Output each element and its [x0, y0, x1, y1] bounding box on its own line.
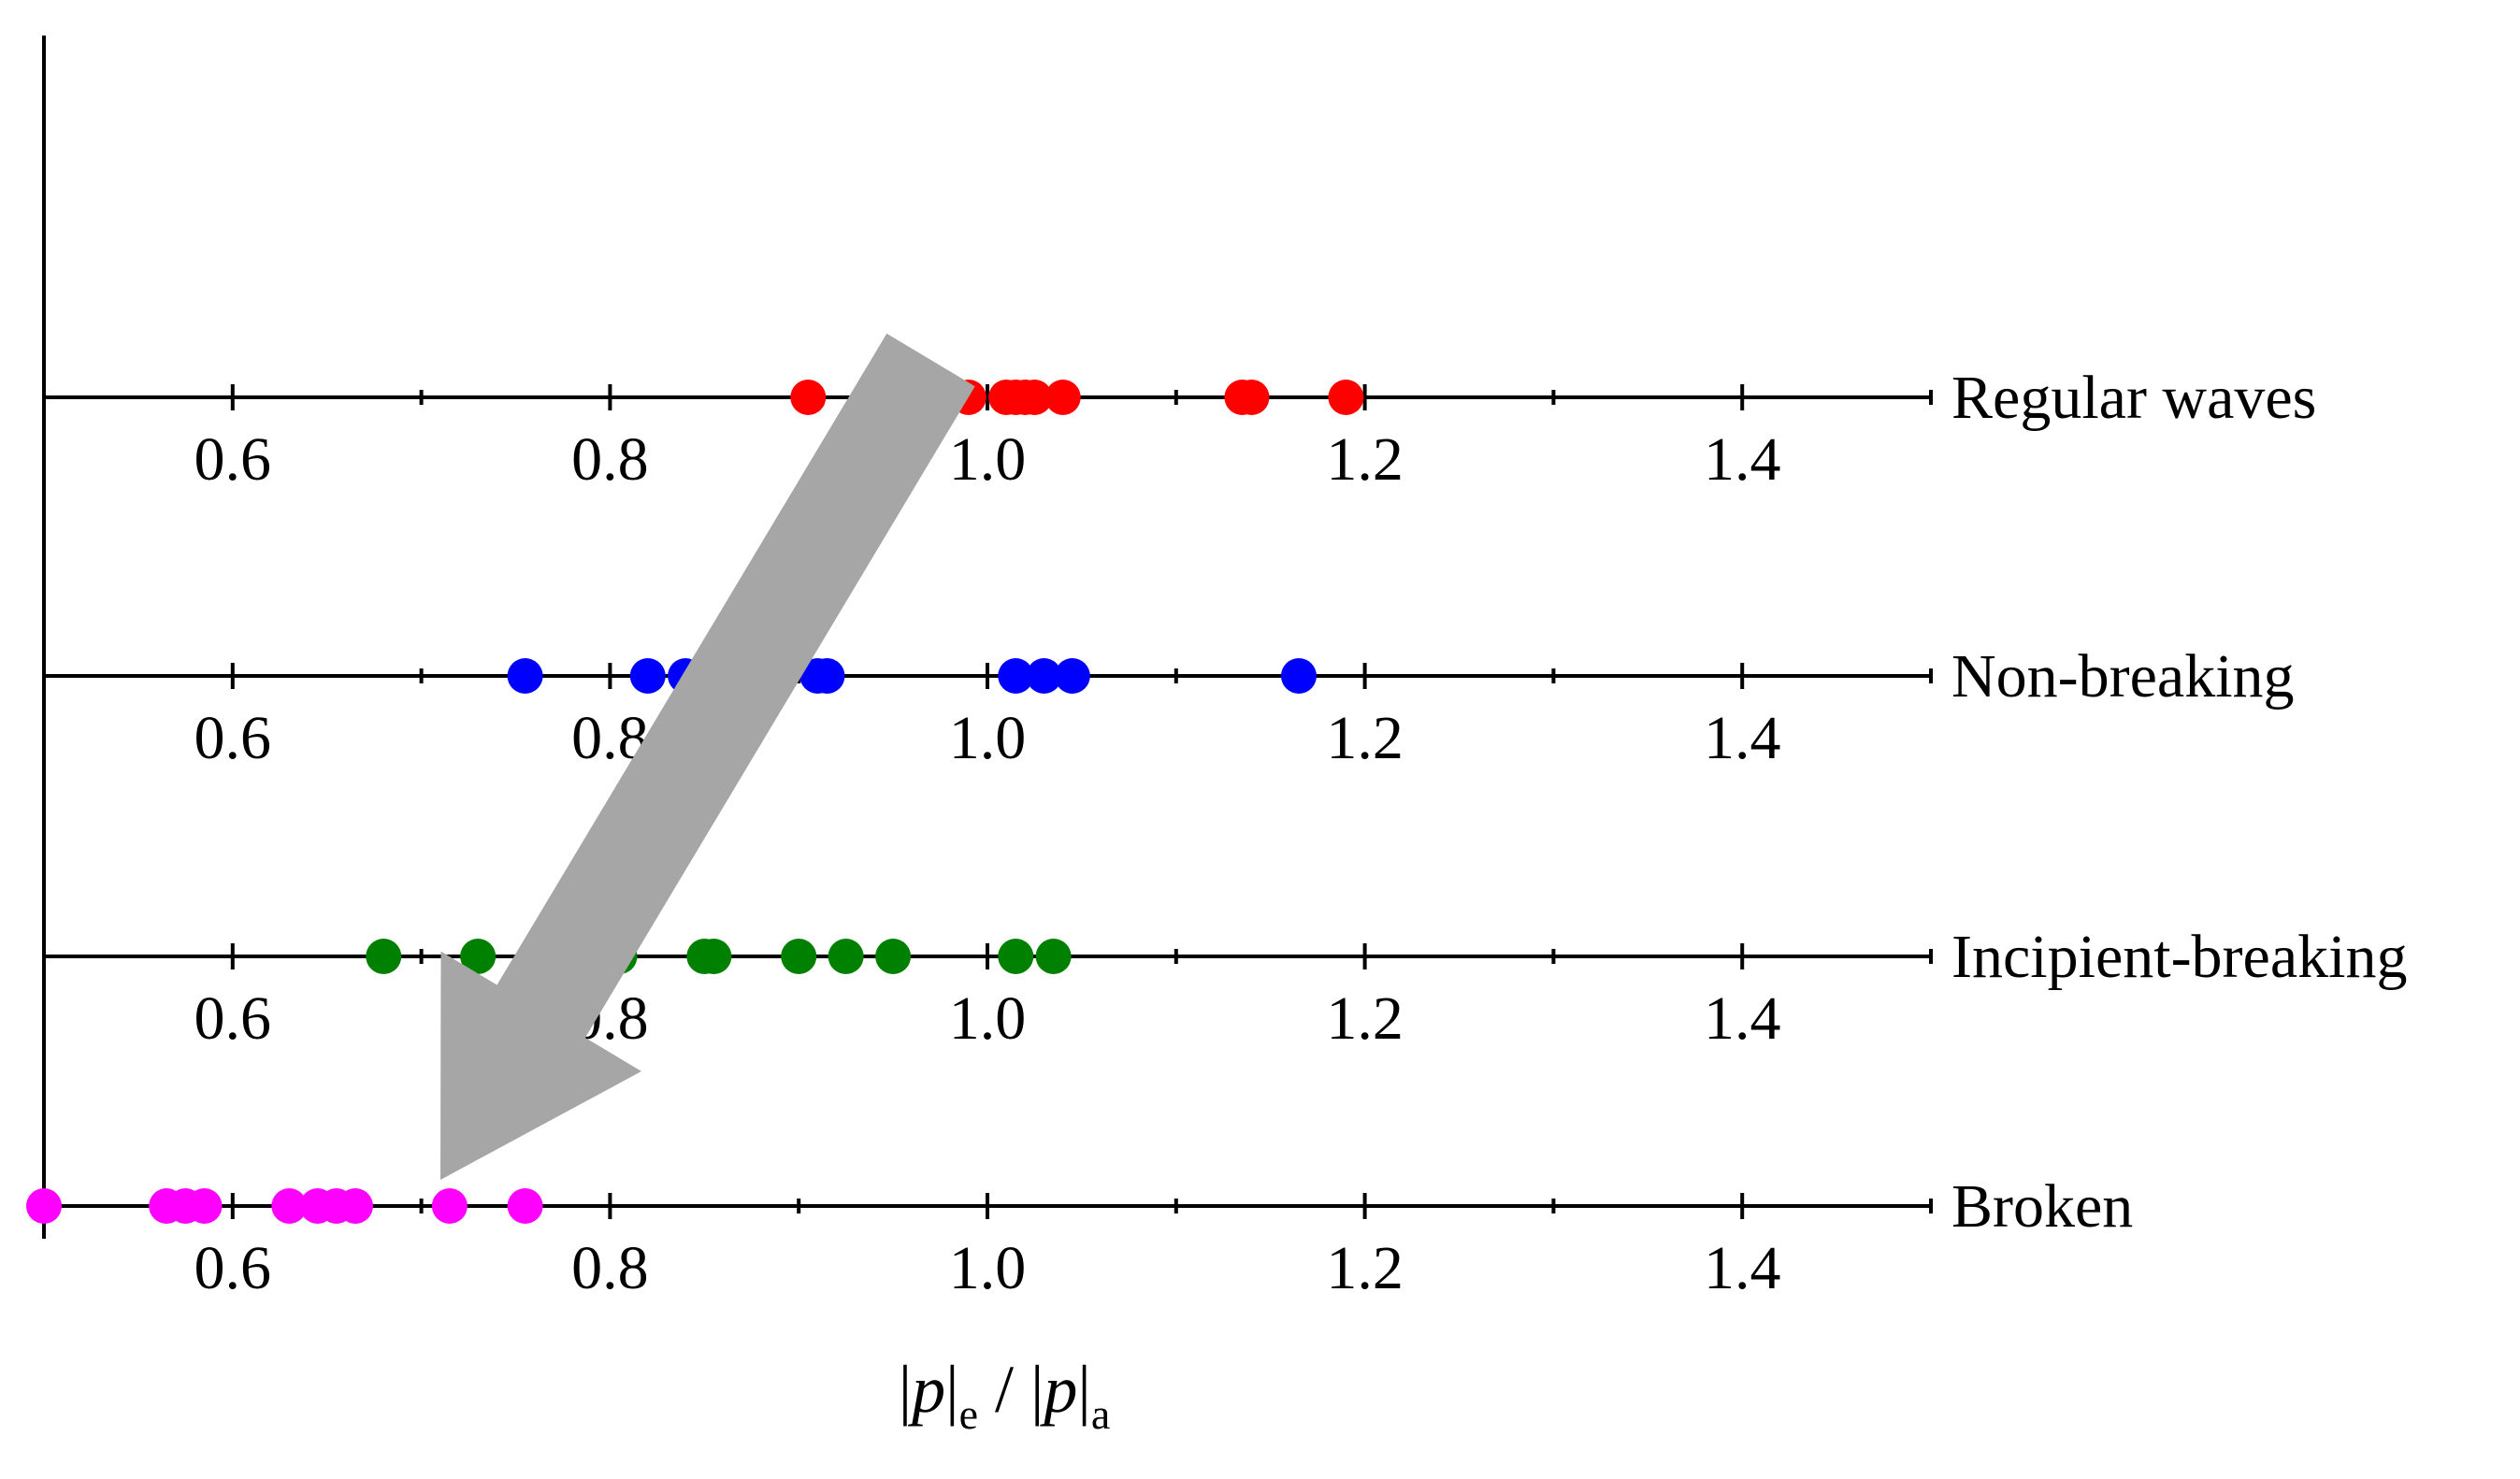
data-point-broken	[186, 1188, 223, 1224]
data-point-incipient-breaking	[460, 939, 497, 974]
data-point-incipient-breaking	[828, 939, 864, 974]
data-point-non-breaking	[1280, 658, 1317, 694]
data-point-broken	[271, 1188, 308, 1224]
data-point-regular-waves	[790, 380, 827, 415]
series-label-broken: Broken	[1951, 1172, 2133, 1241]
x-axis-label-p-2: p	[1039, 1352, 1077, 1427]
data-point-incipient-breaking	[998, 939, 1034, 974]
tick-label: 0.8	[571, 425, 649, 494]
series-label-regular-waves: Regular waves	[1951, 364, 2316, 432]
tick-label: 0.6	[194, 1234, 272, 1302]
tick-label: 1.2	[1326, 1234, 1404, 1302]
data-point-regular-waves	[1233, 380, 1270, 415]
tick-label: 1.0	[949, 984, 1027, 1053]
data-point-regular-waves	[1328, 380, 1364, 415]
x-axis-label-sub-a: a	[1091, 1390, 1110, 1438]
tick-label: 1.2	[1326, 704, 1404, 772]
trend-arrow	[440, 333, 975, 1180]
data-point-regular-waves	[1044, 380, 1081, 415]
data-point-non-breaking	[507, 658, 543, 694]
data-point-non-breaking	[998, 658, 1034, 694]
data-point-broken	[337, 1188, 373, 1224]
tick-label: 1.0	[949, 1234, 1027, 1302]
tick-label: 1.2	[1326, 425, 1404, 494]
data-point-broken	[431, 1188, 468, 1224]
data-point-incipient-breaking	[1035, 939, 1072, 974]
tick-label: 1.4	[1704, 984, 1781, 1053]
tick-label: 0.8	[571, 1234, 649, 1302]
data-point-non-breaking	[809, 658, 845, 694]
x-axis-label-p-1: p	[907, 1352, 945, 1427]
x-axis-label-slash: /	[978, 1352, 1030, 1427]
data-point-incipient-breaking	[366, 939, 402, 974]
tick-label: 1.4	[1704, 425, 1781, 494]
tick-label: 0.6	[194, 984, 272, 1053]
data-point-incipient-breaking	[696, 939, 732, 974]
tick-label: 1.0	[949, 704, 1027, 772]
data-point-non-breaking	[1026, 658, 1062, 694]
data-point-broken	[26, 1188, 62, 1224]
data-point-non-breaking	[629, 658, 666, 694]
tick-label: 1.0	[949, 425, 1027, 494]
data-point-incipient-breaking	[781, 939, 817, 974]
data-point-regular-waves	[1016, 380, 1053, 415]
x-axis-label-bar-1: |	[899, 1352, 912, 1427]
data-point-incipient-breaking	[875, 939, 912, 974]
x-axis-label-bar-2: |	[945, 1352, 958, 1427]
tick-label: 1.2	[1326, 984, 1404, 1053]
row-axes: 0.6 0.8 1.0 1.2 1.4 Regular waves 0.6 0.8 1.0 1.2…	[42, 364, 2407, 1302]
tick-label: 1.4	[1704, 704, 1781, 772]
series-label-non-breaking: Non-breaking	[1951, 642, 2295, 711]
tick-label: 0.6	[194, 425, 272, 494]
x-axis-label: |p|e / |p|a	[899, 1352, 1111, 1438]
data-point-broken	[507, 1188, 543, 1224]
x-axis-label-bar-4: |	[1077, 1352, 1090, 1427]
tick-label: 1.4	[1704, 1234, 1781, 1302]
data-point-non-breaking	[1054, 658, 1090, 694]
series-label-incipient-breaking: Incipient-breaking	[1951, 923, 2407, 991]
tick-label: 0.6	[194, 704, 272, 772]
x-axis-label-sub-e: e	[959, 1390, 978, 1438]
x-axis-label-bar-3: |	[1030, 1352, 1044, 1427]
